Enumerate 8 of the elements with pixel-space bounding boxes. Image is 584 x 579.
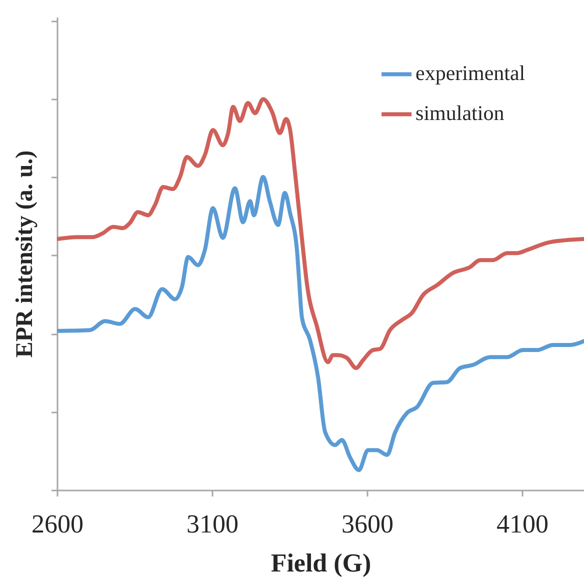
legend-label: simulation: [416, 101, 505, 126]
x-tick-label: 3600: [342, 510, 394, 538]
x-tick-label: 3100: [186, 510, 238, 538]
legend-label: experimental: [416, 61, 526, 86]
x-tick-label: 2600: [32, 510, 84, 538]
x-tick-label: 4100: [496, 510, 548, 538]
x-axis-title: Field (G): [270, 548, 372, 578]
y-axis-title: EPR intensity (a. u.): [12, 150, 38, 358]
